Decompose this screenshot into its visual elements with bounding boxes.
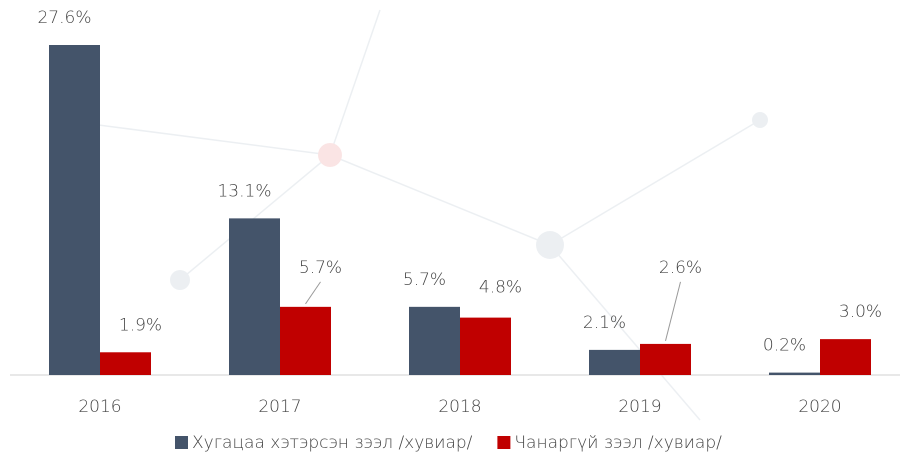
data-label: 0.2%	[763, 336, 806, 356]
bar	[589, 350, 640, 375]
bar	[640, 344, 691, 375]
bar	[280, 307, 331, 375]
data-label: 1.9%	[119, 315, 162, 335]
data-label: 27.6%	[37, 8, 91, 28]
x-tick-label: 2018	[438, 397, 481, 417]
x-tick-label: 2019	[618, 397, 661, 417]
bar	[460, 318, 511, 375]
chart: 2016 27.6% 1.9% 2017 13.1% 5.7% 2018 5.7% 4.8% 20…	[0, 0, 907, 456]
leader-line	[306, 282, 321, 304]
leader-line	[666, 282, 681, 341]
data-label: 3.0%	[839, 302, 882, 322]
bar	[49, 45, 100, 375]
bar	[229, 218, 280, 375]
data-label: 4.8%	[479, 278, 522, 298]
legend-label: Чанаргүй зээл /хувиар/	[514, 433, 722, 453]
data-label: 5.7%	[403, 270, 446, 290]
data-label: 13.1%	[217, 181, 271, 201]
x-tick-label: 2017	[258, 397, 301, 417]
data-label: 2.6%	[659, 258, 702, 278]
bar	[100, 352, 151, 375]
legend-swatch	[497, 436, 510, 449]
bar	[820, 339, 871, 375]
data-label: 2.1%	[583, 313, 626, 333]
x-tick-label: 2020	[798, 397, 841, 417]
legend-label: Хугацаа хэтэрсэн зээл /хувиар/	[192, 433, 473, 453]
data-label: 5.7%	[299, 258, 342, 278]
x-tick-label: 2016	[78, 397, 121, 417]
bar	[409, 307, 460, 375]
bar	[769, 373, 820, 375]
legend-swatch	[175, 436, 188, 449]
